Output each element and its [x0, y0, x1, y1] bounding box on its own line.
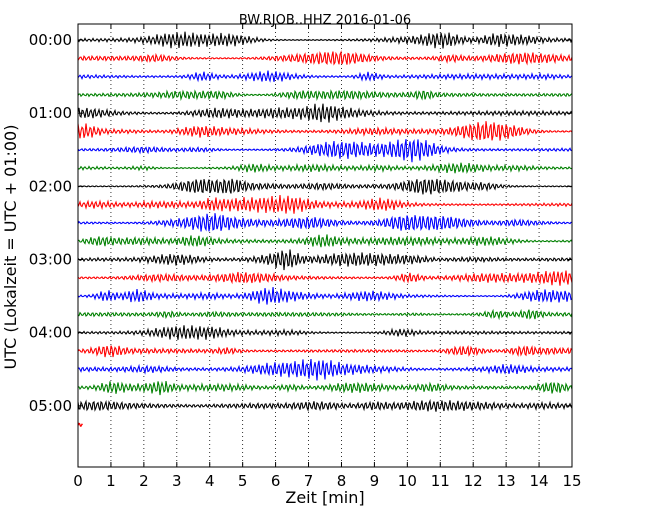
- x-axis-label: Zeit [min]: [285, 488, 364, 507]
- trace-8: [77, 178, 573, 195]
- trace-17: [77, 344, 573, 358]
- y-tick-label-04:00: 04:00: [29, 324, 72, 342]
- x-tick-label-6: 6: [271, 472, 281, 490]
- x-tick-label-15: 15: [562, 472, 581, 490]
- trace-0: [77, 31, 573, 49]
- trace-19: [77, 381, 573, 396]
- trace-1: [77, 50, 573, 66]
- y-tick-label-05:00: 05:00: [29, 397, 72, 415]
- x-tick-label-13: 13: [497, 472, 516, 490]
- trace-10: [77, 213, 573, 232]
- trace-14: [77, 287, 573, 305]
- x-tick-label-11: 11: [431, 472, 450, 490]
- y-tick-label-03:00: 03:00: [29, 251, 72, 269]
- trace-16: [77, 325, 573, 340]
- x-tick-label-10: 10: [398, 472, 417, 490]
- seismic-traces: [77, 31, 573, 427]
- trace-15: [77, 308, 573, 321]
- x-tick-label-9: 9: [370, 472, 380, 490]
- plot-frame: [77, 23, 573, 468]
- y-tick-label-02:00: 02:00: [29, 177, 72, 195]
- trace-2: [77, 70, 573, 83]
- x-tick-label-0: 0: [73, 472, 83, 490]
- trace-11: [77, 234, 573, 248]
- y-ticks: 00:00 01:00 02:00 03:00 04:00 05:00: [29, 31, 572, 415]
- trace-4: [77, 103, 573, 123]
- x-tick-label-3: 3: [172, 472, 182, 490]
- trace-13: [77, 270, 573, 286]
- x-tick-label-5: 5: [238, 472, 248, 490]
- x-tick-label-2: 2: [139, 472, 149, 490]
- x-tick-label-1: 1: [106, 472, 116, 490]
- trace-18: [77, 359, 573, 381]
- y-tick-label-01:00: 01:00: [29, 104, 72, 122]
- x-tick-label-7: 7: [304, 472, 314, 490]
- y-tick-label-00:00: 00:00: [29, 31, 72, 49]
- trace-3: [77, 89, 573, 102]
- trace-12: [77, 249, 573, 271]
- trace-20: [77, 398, 573, 412]
- trace-6: [77, 138, 573, 163]
- y-axis-label: UTC (Lokalzeit = UTC + 01:00): [1, 125, 20, 370]
- trace-5: [77, 121, 573, 141]
- x-ticks: 0 1 2 3 4 5 6 7 8 9 10 11 12 13 14 15: [73, 24, 582, 490]
- trace-9: [77, 195, 573, 214]
- x-tick-label-8: 8: [337, 472, 347, 490]
- trace-7: [77, 162, 573, 174]
- x-tick-label-14: 14: [530, 472, 549, 490]
- x-tick-label-4: 4: [205, 472, 215, 490]
- chart-title: BW.RJOB..HHZ 2016-01-06: [239, 13, 411, 28]
- x-tick-label-12: 12: [464, 472, 483, 490]
- trace-partial: [77, 422, 83, 427]
